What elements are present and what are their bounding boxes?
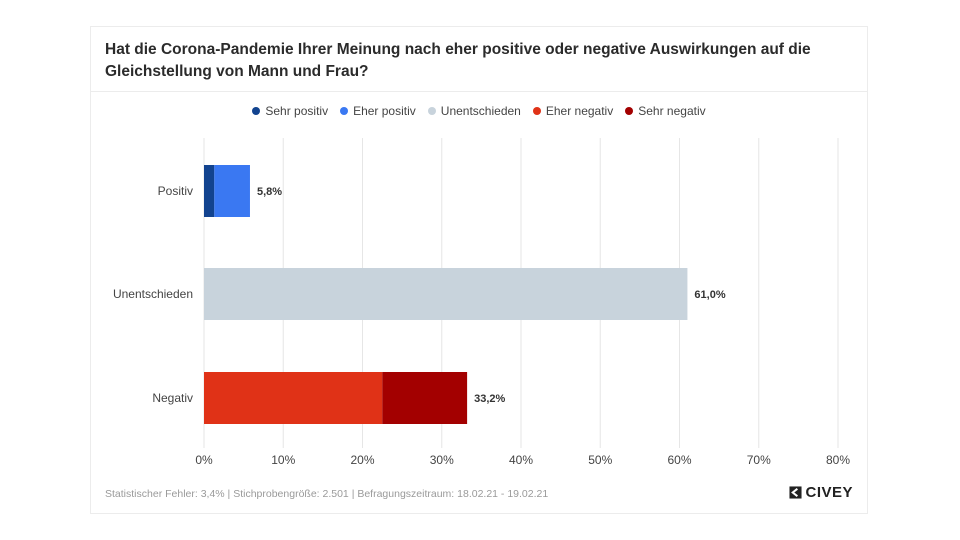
legend-label: Sehr positiv — [265, 104, 329, 118]
x-tick-label: 50% — [588, 453, 612, 467]
civey-logo: CIVEY — [789, 484, 853, 501]
category-label: Negativ — [152, 391, 193, 405]
bar-segment — [204, 372, 383, 424]
x-tick-label: 40% — [509, 453, 533, 467]
x-tick-label: 80% — [826, 453, 850, 467]
legend-item: Sehr positiv — [252, 104, 328, 118]
legend-swatch — [532, 107, 541, 115]
civey-logo-icon — [789, 486, 803, 499]
x-tick-label: 60% — [667, 453, 691, 467]
data-label: 33,2% — [474, 393, 505, 405]
title-divider — [91, 91, 867, 92]
x-tick-label: 70% — [747, 453, 771, 467]
bar-segment — [382, 372, 468, 424]
legend-label: Eher negativ — [545, 104, 614, 118]
category-label: Unentschieden — [113, 287, 193, 301]
x-tick-label: 0% — [195, 453, 213, 467]
legend-swatch — [625, 107, 634, 115]
legend-label: Eher positiv — [353, 104, 416, 118]
legend-item: Eher negativ — [532, 104, 614, 118]
legend-item: Eher positiv — [340, 104, 416, 118]
data-label: 5,8% — [257, 186, 282, 198]
chart-legend: Sehr positiv Eher positiv Unentschieden Ehe… — [91, 104, 867, 118]
data-label: 61,0% — [694, 289, 725, 301]
chart-title: Hat die Corona-Pandemie Ihrer Meinung na… — [105, 41, 811, 80]
legend-label: Sehr negativ — [638, 104, 706, 118]
bar-segment — [204, 268, 688, 320]
legend-item: Unentschieden — [427, 104, 521, 118]
brand-name: CIVEY — [805, 484, 853, 501]
category-label: Positiv — [158, 184, 193, 198]
legend-swatch — [340, 107, 349, 115]
x-tick-label: 10% — [271, 453, 295, 467]
bar-segment — [214, 165, 250, 217]
legend-swatch — [427, 107, 436, 115]
bar-segment — [204, 165, 215, 217]
x-tick-label: 20% — [350, 453, 374, 467]
legend-item: Sehr negativ — [625, 104, 706, 118]
legend-swatch — [252, 107, 261, 115]
x-tick-label: 30% — [430, 453, 454, 467]
legend-label: Unentschieden — [440, 104, 521, 118]
footer-note: Statistischer Fehler: 3,4% | Stichproben… — [105, 488, 549, 500]
